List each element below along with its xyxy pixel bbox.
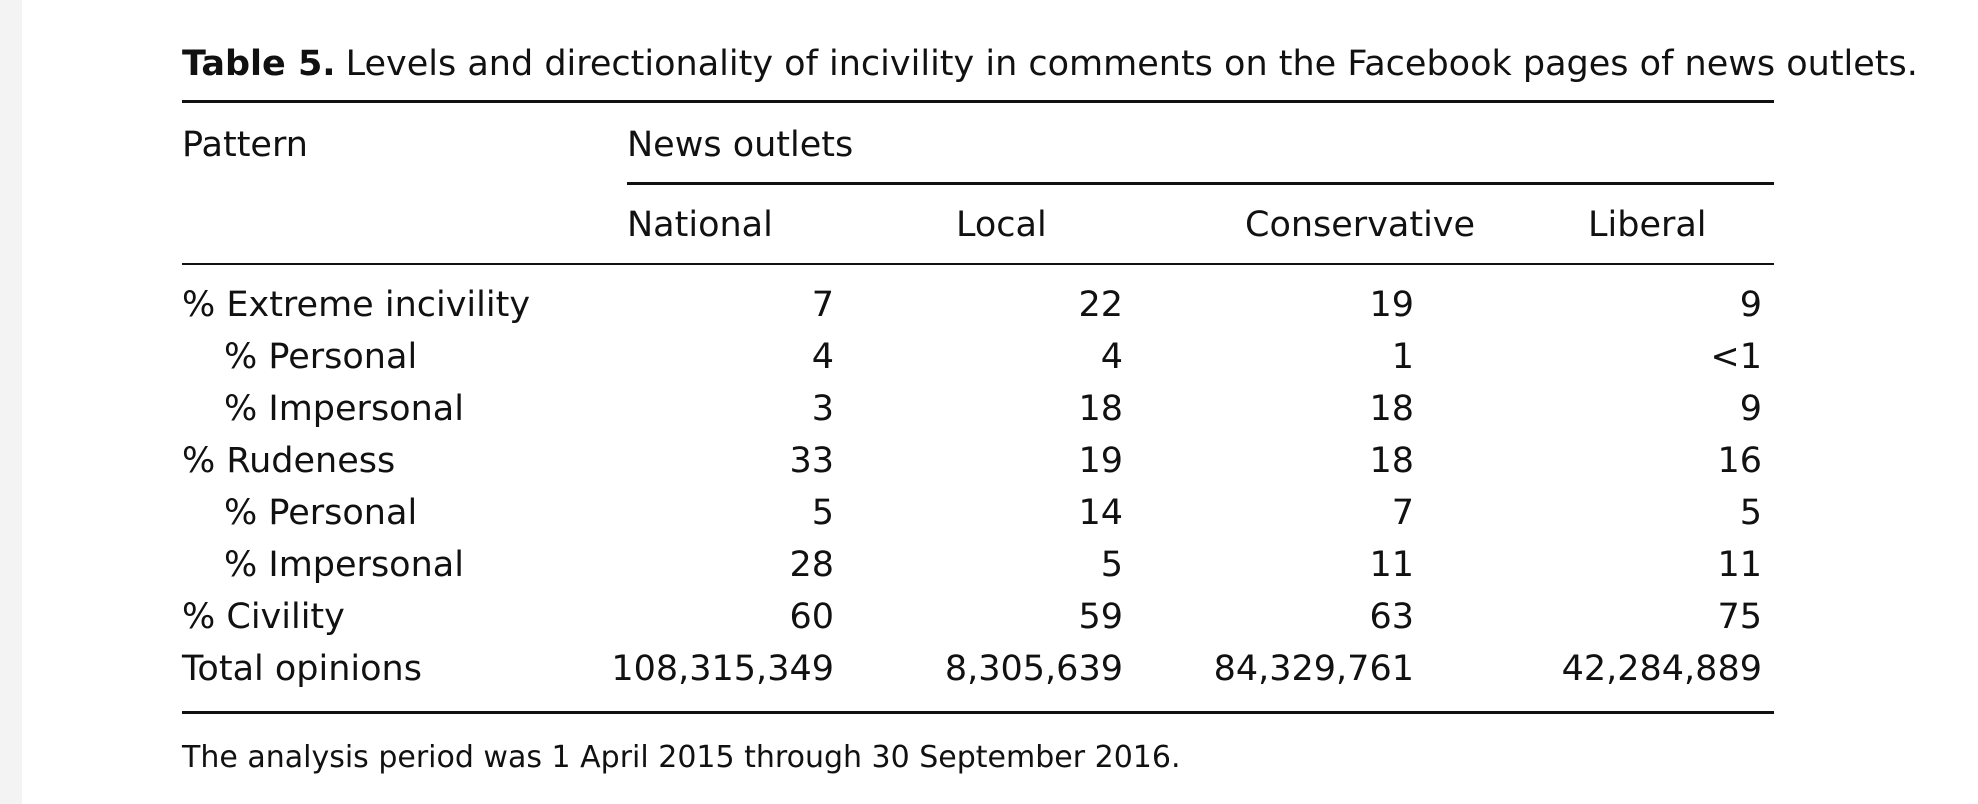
header-conservative: Conservative: [1245, 205, 1476, 245]
cell-conservative: 19: [1369, 285, 1414, 325]
cell-local: 19: [1078, 441, 1123, 481]
row-label: % Impersonal: [224, 545, 464, 585]
table-row: % Civility 60 59 63 75: [182, 591, 1774, 643]
table-row: % Impersonal 28 5 11 11: [182, 539, 1774, 591]
header-news-outlets: News outlets: [627, 125, 854, 165]
cell-local: 5: [1100, 545, 1123, 585]
cell-local: 22: [1078, 285, 1123, 325]
header-local: Local: [956, 205, 1047, 245]
table-caption-text: Levels and directionality of incivility …: [345, 44, 1918, 84]
table-row: % Impersonal 3 18 18 9: [182, 383, 1774, 435]
cell-liberal: 11: [1717, 545, 1762, 585]
cell-liberal: <1: [1710, 337, 1762, 377]
page-edge: [0, 0, 22, 804]
bottom-rule: [182, 711, 1774, 714]
row-label: % Impersonal: [224, 389, 464, 429]
cell-liberal: 5: [1739, 493, 1762, 533]
header-pattern: Pattern: [182, 125, 308, 165]
cell-national: 60: [789, 597, 834, 637]
row-label: % Personal: [224, 493, 418, 533]
data-table: Table 5. Levels and directionality of inc…: [182, 38, 1918, 775]
cell-national: 108,315,349: [611, 649, 834, 689]
header-row-group: Pattern News outlets: [182, 103, 1774, 185]
header-rule: [182, 263, 1774, 265]
cell-liberal: 9: [1739, 389, 1762, 429]
table-note: The analysis period was 1 April 2015 thr…: [182, 740, 1181, 775]
cell-liberal: 42,284,889: [1561, 649, 1762, 689]
cell-local: 14: [1078, 493, 1123, 533]
cell-local: 18: [1078, 389, 1123, 429]
group-rule: [627, 182, 1774, 185]
table-body: % Extreme incivility 7 22 19 9 % Personal 4 4 1 <…: [182, 265, 1774, 711]
cell-national: 7: [811, 285, 834, 325]
header-row-columns: National Local Conservative Liberal: [182, 185, 1774, 263]
header-national: National: [627, 205, 773, 245]
cell-liberal: 16: [1717, 441, 1762, 481]
cell-conservative: 63: [1369, 597, 1414, 637]
cell-local: 59: [1078, 597, 1123, 637]
table-row: % Extreme incivility 7 22 19 9: [182, 279, 1774, 331]
table-row: % Personal 4 4 1 <1: [182, 331, 1774, 383]
cell-conservative: 11: [1369, 545, 1414, 585]
cell-conservative: 7: [1391, 493, 1414, 533]
row-label: % Personal: [224, 337, 418, 377]
table-row: Total opinions 108,315,349 8,305,639 84,329…: [182, 643, 1774, 695]
cell-national: 4: [811, 337, 834, 377]
cell-national: 3: [811, 389, 834, 429]
cell-national: 28: [789, 545, 834, 585]
table-row: % Personal 5 14 7 5: [182, 487, 1774, 539]
cell-conservative: 84,329,761: [1213, 649, 1414, 689]
cell-conservative: 18: [1369, 389, 1414, 429]
row-label: % Extreme incivility: [182, 285, 531, 325]
header-liberal: Liberal: [1588, 205, 1707, 245]
top-rule: [182, 100, 1774, 103]
cell-liberal: 9: [1739, 285, 1762, 325]
cell-local: 4: [1100, 337, 1123, 377]
row-label: % Civility: [182, 597, 345, 637]
cell-local: 8,305,639: [944, 649, 1123, 689]
cell-liberal: 75: [1717, 597, 1762, 637]
cell-national: 33: [789, 441, 834, 481]
table-row: % Rudeness 33 19 18 16: [182, 435, 1774, 487]
table-label: Table 5.: [182, 44, 336, 84]
cell-conservative: 18: [1369, 441, 1414, 481]
cell-conservative: 1: [1391, 337, 1414, 377]
row-label: Total opinions: [182, 649, 422, 689]
cell-national: 5: [811, 493, 834, 533]
table-caption: Table 5. Levels and directionality of inc…: [182, 38, 1918, 100]
row-label: % Rudeness: [182, 441, 396, 481]
